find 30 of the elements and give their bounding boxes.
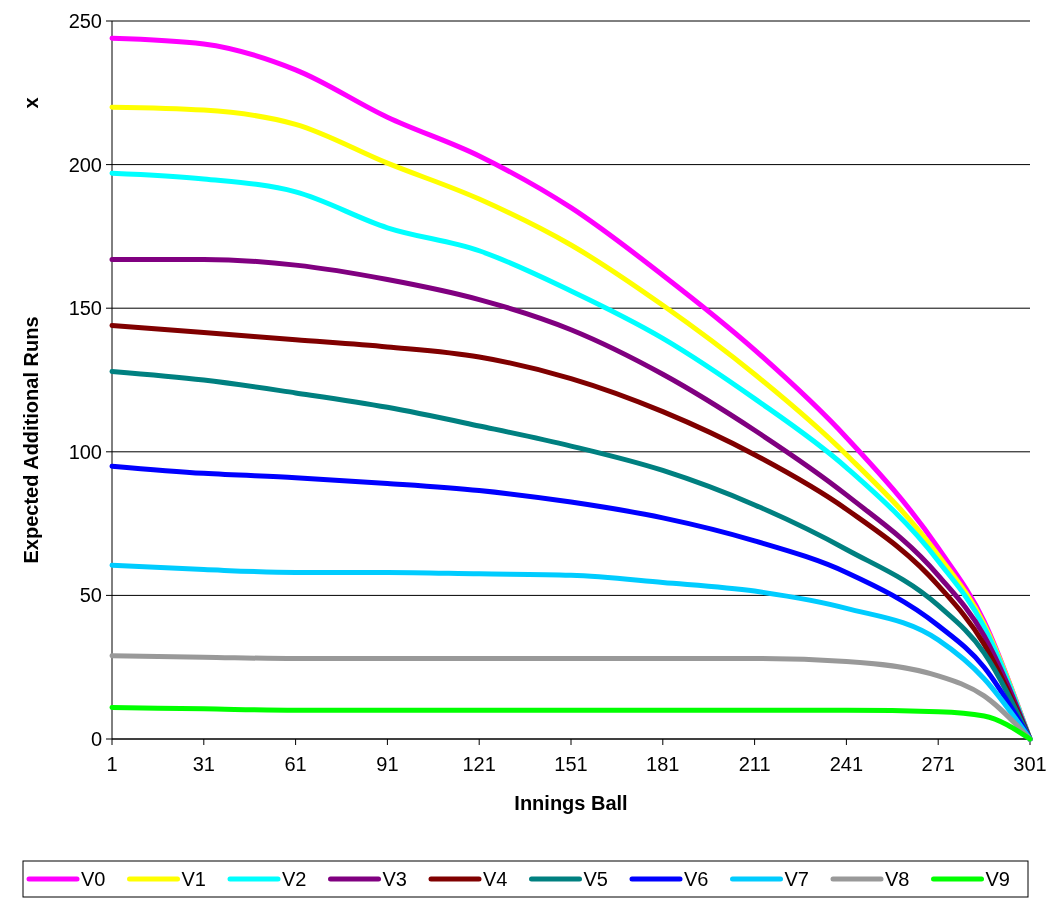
y-axis-title: Expected Additional Runs: [20, 316, 42, 564]
x-tick-label: 151: [554, 753, 588, 775]
x-tick-label: 91: [376, 753, 399, 775]
text: x: [20, 97, 42, 109]
legend-label: V8: [885, 868, 910, 890]
x-tick-label: 121: [462, 753, 496, 775]
legend-label: V9: [985, 868, 1010, 890]
y-tick-label: 0: [90, 728, 102, 750]
legend-label: V2: [282, 868, 307, 890]
legend-label: V4: [483, 868, 508, 890]
legend-label: V3: [382, 868, 407, 890]
y-tick-label: 50: [79, 584, 102, 607]
legend-label: V1: [181, 868, 206, 890]
x-tick-label: 211: [738, 753, 771, 775]
x-tick-label: 271: [921, 753, 955, 775]
x-tick-label: 181: [646, 753, 680, 775]
y-tick-label: 250: [68, 10, 102, 32]
x-tick-label: 241: [829, 753, 864, 775]
legend-label: V6: [684, 868, 709, 890]
x-tick-label: 61: [284, 753, 307, 775]
x-tick-label: 31: [192, 753, 215, 775]
legend-label: V0: [81, 868, 106, 890]
legend-label: V5: [583, 868, 608, 890]
y-tick-label: 150: [68, 297, 102, 320]
legend-label: V7: [784, 868, 809, 890]
x-tick-label: 1: [106, 753, 118, 775]
x-tick-label: 301: [1013, 753, 1047, 775]
x-axis-title: Innings Ball: [514, 792, 628, 814]
y-tick-label: 100: [68, 440, 102, 463]
y-tick-label: 200: [68, 153, 102, 176]
